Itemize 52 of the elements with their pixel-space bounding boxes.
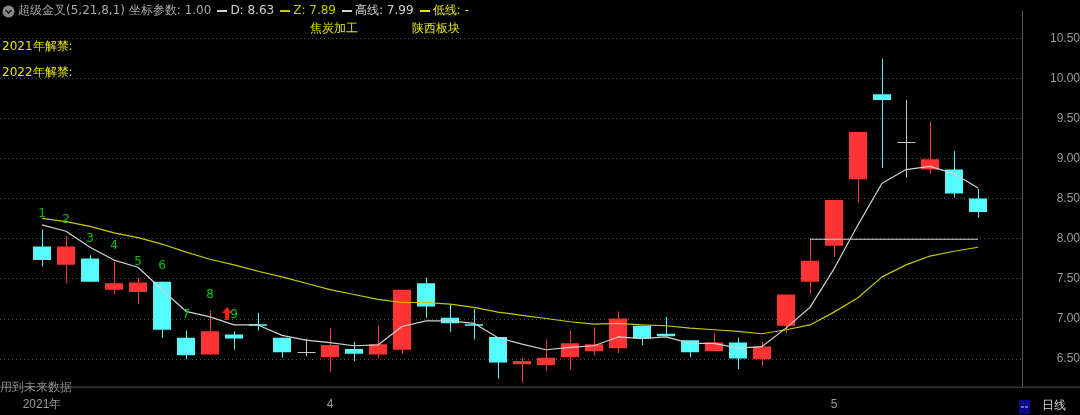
y-tick-label: 7.50 [1056, 270, 1080, 285]
text: 9 [230, 307, 238, 322]
annotation: 2021年解禁: [2, 39, 73, 53]
candlestick [81, 254, 99, 283]
candlestick [513, 357, 531, 384]
candlestick [321, 327, 339, 373]
y-tick-label: 7.00 [1056, 310, 1080, 325]
text: 8 [206, 286, 214, 301]
x-tick-label: 4 [326, 397, 334, 412]
legend-label: D: 8.63 [230, 3, 275, 17]
candlestick [561, 330, 579, 371]
candlestick [105, 261, 123, 295]
candlestick [729, 337, 747, 370]
candlestick [537, 338, 555, 372]
candlestick [33, 229, 51, 267]
annotation: 陕西板块 [412, 21, 460, 35]
candlestick [753, 341, 771, 367]
text: 3 [86, 231, 94, 246]
y-tick-label: 9.50 [1056, 110, 1080, 125]
candlestick [921, 121, 939, 175]
legend-label: 高线: 7.99 [355, 3, 414, 17]
candlestick [57, 235, 75, 284]
candlestick [801, 237, 819, 295]
text: 5 [134, 253, 142, 268]
y-tick-label: 6.50 [1056, 350, 1080, 365]
candlestick [465, 308, 483, 340]
candlestick [417, 277, 435, 319]
candlestick [345, 341, 363, 362]
y-tick-label: 8.00 [1056, 230, 1080, 245]
candlestick [129, 277, 147, 305]
x-tick-label: 5 [830, 397, 838, 412]
legend-label: 低线: - [432, 3, 469, 17]
annotation: 2022年解禁: [2, 65, 73, 79]
legend-label: Z: 7.89 [293, 3, 336, 17]
candlestick [369, 325, 387, 360]
annotation: 焦炭加工 [310, 21, 358, 35]
y-tick-label: 8.50 [1056, 190, 1080, 205]
candlestick [969, 188, 987, 219]
candlestick [873, 58, 891, 169]
text: 日线 [1042, 398, 1066, 412]
chart-title: 超级金叉(5,21,8,1) 坐标参数: 1.00 [18, 3, 212, 17]
text: 4 [110, 237, 118, 252]
y-tick-label: 10.00 [1049, 70, 1080, 85]
candlestick [225, 330, 243, 351]
y-tick-label: 10.50 [1049, 30, 1080, 45]
candlestick [177, 330, 195, 360]
candlestick [201, 310, 219, 356]
y-tick-label: 9.00 [1056, 150, 1080, 165]
annotation: 用到未来数据 [0, 380, 72, 394]
text: 6 [158, 257, 166, 272]
x-tick-label: 2021年 [22, 397, 62, 412]
text: 1 [38, 205, 46, 220]
